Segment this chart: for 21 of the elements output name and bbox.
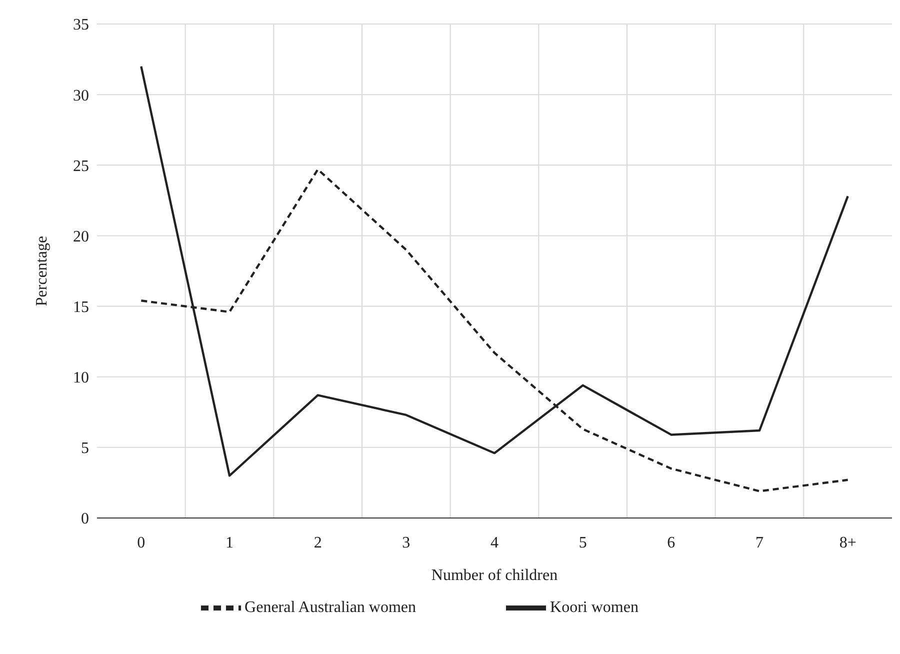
y-tick-label: 25 [73,158,89,175]
y-tick-label: 0 [81,510,89,528]
y-axis-title: Percentage [34,236,51,306]
x-tick-label: 8+ [839,534,856,552]
x-tick-label: 0 [137,534,146,552]
x-tick-label: 4 [490,534,498,552]
y-tick-label: 15 [73,298,89,316]
legend-label: General Australian women [244,598,416,616]
x-tick-label: 6 [667,534,676,552]
x-tick-label: 5 [578,534,587,552]
y-tick-label: 10 [73,370,89,387]
x-axis-title: Number of children [431,567,558,584]
x-tick-label: 1 [226,534,234,552]
legend-label: Koori women [550,598,638,616]
y-tick-label: 35 [73,16,89,34]
y-tick-label: 5 [81,440,89,458]
y-tick-label: 30 [73,87,89,104]
x-tick-label: 2 [314,534,322,552]
y-tick-label: 20 [73,228,89,246]
x-tick-label: 3 [402,534,410,552]
x-tick-label: 7 [756,534,764,552]
